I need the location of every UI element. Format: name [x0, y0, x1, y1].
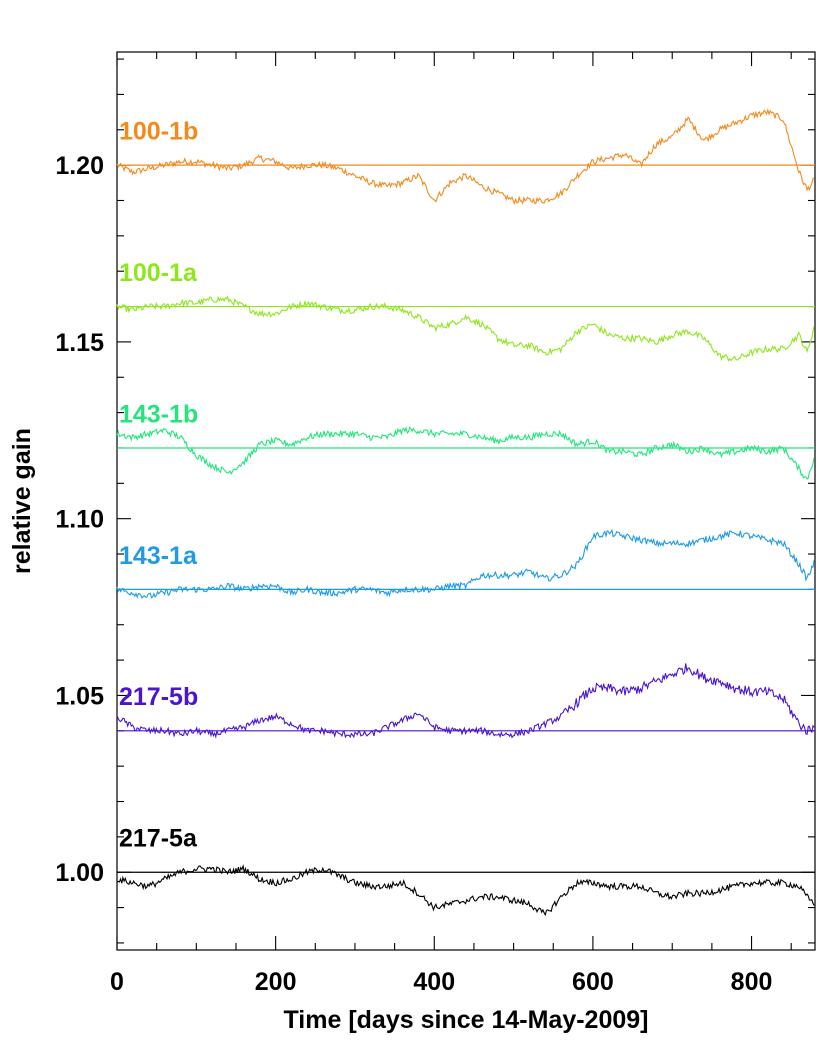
series-line: [116, 864, 815, 917]
series-lines: [116, 108, 815, 917]
y-axis-label: relative gain: [8, 428, 36, 574]
series-line: [116, 426, 815, 480]
x-tick-labels: 0 200 400 600 800: [110, 968, 772, 996]
series-line: [116, 663, 815, 739]
plot-frame: [116, 51, 816, 951]
x-tick-label: 0: [110, 968, 124, 996]
series-label: 100-1a: [119, 259, 198, 287]
series-labels: 100-1b 100-1a 143-1b 143-1a 217-5b 217-5a: [119, 118, 198, 853]
series-line: [116, 528, 815, 600]
series-line: [116, 108, 815, 206]
y-tick-label: 1.00: [55, 859, 104, 887]
y-tick-label: 1.05: [55, 682, 104, 710]
series-label: 143-1b: [119, 400, 198, 428]
y-tick-label: 1.10: [55, 506, 104, 534]
x-tick-label: 400: [413, 968, 455, 996]
series-label: 143-1a: [119, 542, 198, 570]
x-tick-label: 600: [572, 968, 614, 996]
x-tick-label: 800: [731, 968, 773, 996]
series-label: 217-5a: [119, 825, 198, 853]
y-tick-label: 1.15: [55, 329, 104, 357]
x-axis-label: Time [days since 14-May-2009]: [283, 1006, 648, 1034]
x-tick-label: 200: [255, 968, 297, 996]
axis-ticks: [116, 52, 815, 950]
series-line: [116, 295, 815, 362]
y-tick-labels: 1.00 1.05 1.10 1.15 1.20: [55, 152, 104, 887]
series-label: 100-1b: [119, 118, 198, 146]
y-tick-label: 1.20: [55, 152, 104, 180]
series-label: 217-5b: [119, 683, 198, 711]
